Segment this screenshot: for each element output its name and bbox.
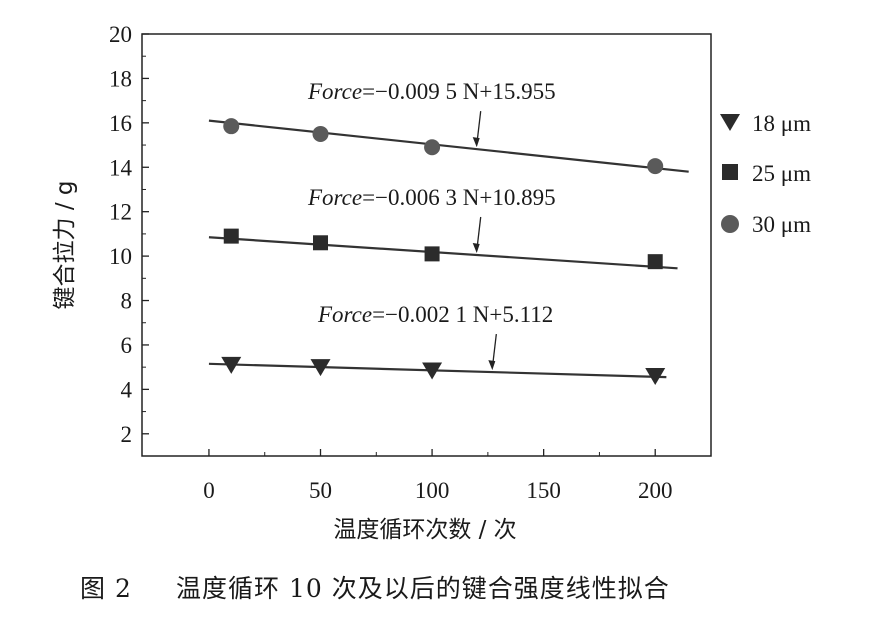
y-axis-title: 键合拉力 / g: [52, 181, 78, 310]
data-point-circle: [647, 158, 664, 175]
y-tick-label: 4: [121, 377, 133, 402]
y-tick-label: 20: [109, 22, 132, 47]
fit-equation-rest: =−0.002 1 N+5.112: [372, 302, 553, 327]
legend-label-30um: 30 μm: [752, 212, 811, 237]
y-axis-ticks: 2 4 6 8 10 12 14 16 18 20: [109, 22, 149, 447]
fit-equation-var: Force: [307, 79, 362, 104]
data-point-square: [647, 254, 663, 270]
fit-line-1: [208, 236, 678, 270]
caption-text: 温度循环 10 次及以后的键合强度线性拟合: [176, 574, 670, 603]
fit-equation-25um: Force=−0.006 3 N+10.895: [307, 185, 556, 210]
figure-caption: 图 2 温度循环 10 次及以后的键合强度线性拟合: [80, 574, 670, 603]
data-point-square: [223, 228, 239, 244]
data-point-triangle: [310, 359, 331, 377]
legend-marker-square: [722, 164, 738, 180]
data-point-circle: [424, 139, 441, 156]
annotation-arrow-head: [472, 242, 480, 253]
y-tick-label: 6: [121, 333, 133, 358]
fit-equation-var: Force: [307, 185, 362, 210]
annotation-arrow-head: [488, 360, 496, 371]
data-point-square: [424, 246, 440, 262]
x-tick-label: 50: [309, 478, 332, 503]
y-tick-label: 8: [121, 289, 133, 314]
fit-equation-18um: Force=−0.002 1 N+5.112: [317, 302, 553, 327]
fit-line-2: [208, 119, 689, 173]
y-tick-label: 2: [121, 422, 133, 447]
data-point-square: [313, 235, 329, 251]
data-point-triangle: [645, 368, 666, 386]
x-tick-label: 150: [526, 478, 561, 503]
y-tick-label: 14: [109, 155, 133, 180]
y-tick-label: 16: [109, 111, 132, 136]
legend-marker-circle: [721, 215, 739, 233]
y-tick-label: 18: [109, 66, 132, 91]
x-tick-label: 0: [203, 478, 215, 503]
caption-label: 图 2: [80, 574, 132, 603]
y-tick-label: 10: [109, 244, 132, 269]
fit-equation-var: Force: [317, 302, 372, 327]
fit-lines: [208, 119, 689, 379]
x-axis-title: 温度循环次数 / 次: [333, 517, 516, 543]
x-tick-label: 100: [415, 478, 450, 503]
plot-frame: [141, 33, 712, 457]
data-point-triangle: [221, 356, 242, 374]
fit-line-0: [208, 362, 667, 379]
data-markers: [221, 118, 666, 386]
legend: 18 μm 25 μm 30 μm: [720, 111, 811, 237]
x-tick-label: 200: [638, 478, 673, 503]
fit-equation-rest: =−0.009 5 N+15.955: [362, 79, 556, 104]
x-axis-ticks: 0 50 100 150 200: [203, 449, 672, 503]
legend-label-25um: 25 μm: [752, 161, 811, 186]
data-point-circle: [223, 118, 240, 135]
legend-label-18um: 18 μm: [752, 111, 811, 136]
data-point-circle: [312, 125, 329, 142]
fit-equation-30um: Force=−0.009 5 N+15.955: [307, 79, 556, 104]
annotation-arrows: [472, 111, 497, 371]
annotation-arrow-head: [472, 137, 480, 148]
legend-marker-triangle-down: [720, 114, 740, 131]
fit-equation-rest: =−0.006 3 N+10.895: [362, 185, 556, 210]
y-tick-label: 12: [109, 200, 132, 225]
data-point-triangle: [422, 362, 443, 380]
